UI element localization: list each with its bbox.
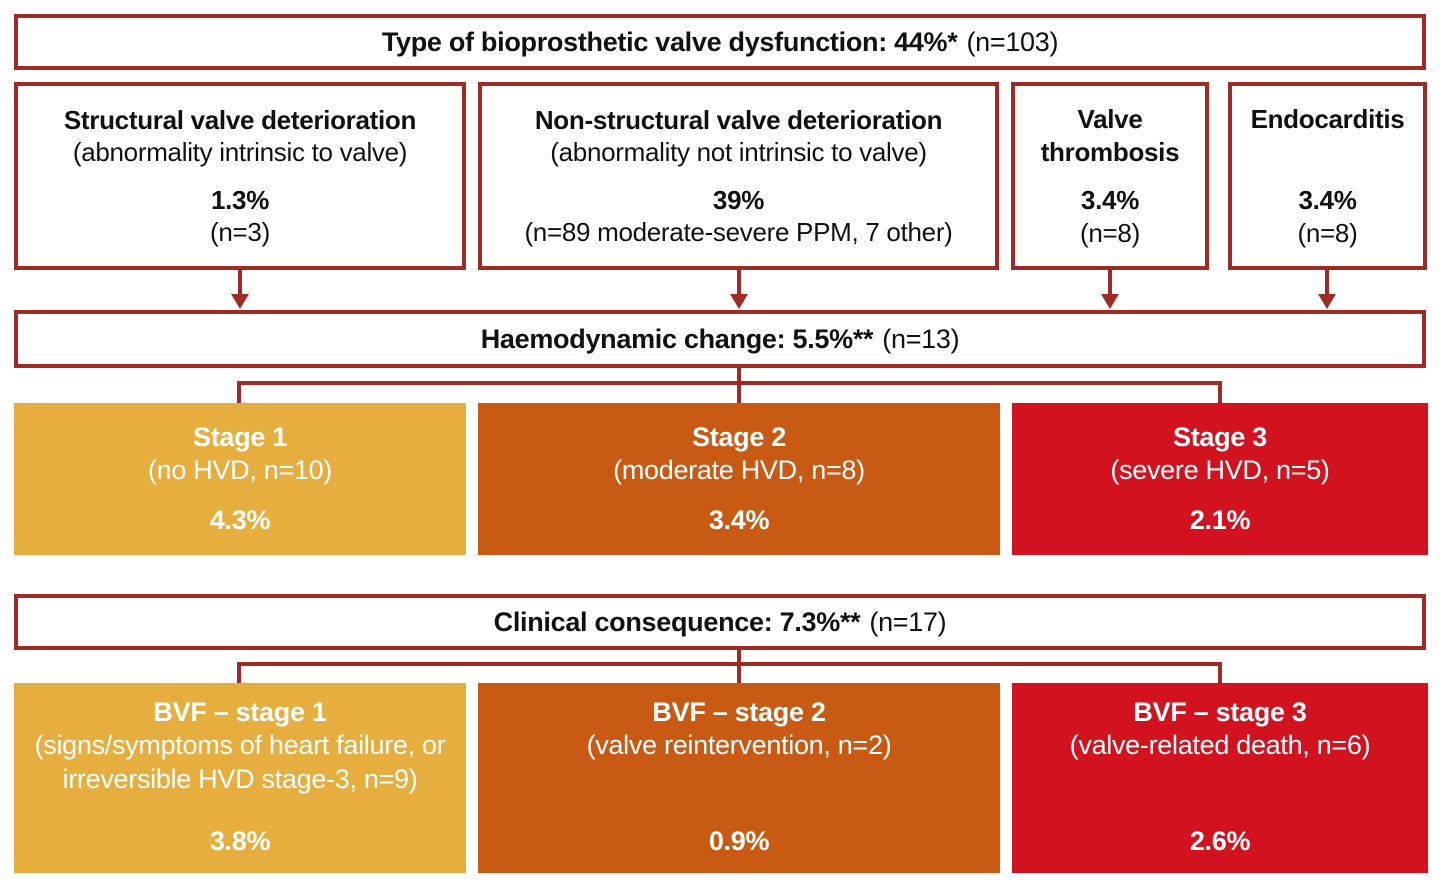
box-subtitle: (abnormality not intrinsic to valve) xyxy=(550,137,927,168)
stage-1-box: Stage 1 (no HVD, n=10) 4.3% xyxy=(14,403,466,555)
stage-title: Stage 1 xyxy=(193,421,287,452)
box-title: Non-structural valve deterioration xyxy=(534,105,943,136)
arrow-stem xyxy=(1325,270,1329,295)
box-count: (n=8) xyxy=(1297,217,1358,248)
connector-rail xyxy=(237,381,1222,385)
stage-percentage: 2.1% xyxy=(1189,504,1251,535)
connector-drop-right xyxy=(1218,381,1222,403)
bvf-percentage: 2.6% xyxy=(1189,825,1251,856)
dysfunction-box-structural: Structural valve deterioration (abnormal… xyxy=(14,82,466,270)
stage-subtitle: (severe HVD, n=5) xyxy=(1110,455,1330,486)
box-head: Non-structural valve deterioration (abno… xyxy=(534,104,943,168)
bvf-percentage: 0.9% xyxy=(708,825,770,856)
box-stats: 3.4% (n=8) xyxy=(1298,184,1358,248)
box-stats: 3.4% (n=8) xyxy=(1080,184,1140,248)
arrow-head xyxy=(1318,294,1336,309)
arrow-head xyxy=(1101,294,1119,309)
arrow-stem xyxy=(737,270,741,295)
arrow-stem xyxy=(1108,270,1112,295)
connector-drop-middle xyxy=(737,381,741,403)
box-head: Valve thrombosis xyxy=(1019,103,1201,169)
band-text-normal: (n=13) xyxy=(882,323,960,354)
box-title: Structural valve deterioration xyxy=(63,105,417,136)
dysfunction-box-thrombosis: Valve thrombosis 3.4% (n=8) xyxy=(1011,82,1209,270)
connector-rail xyxy=(237,662,1222,666)
stage-subtitle: (moderate HVD, n=8) xyxy=(613,455,865,486)
box-subtitle: (abnormality intrinsic to valve) xyxy=(72,137,408,168)
bvf-subtitle: (valve reintervention, n=2) xyxy=(586,730,892,761)
dysfunction-box-endocarditis: Endocarditis 3.4% (n=8) xyxy=(1228,82,1427,270)
stage-percentage: 4.3% xyxy=(209,504,271,535)
bvf-stage-2-box: BVF – stage 2 (valve reintervention, n=2… xyxy=(478,683,1000,873)
box-title: Endocarditis xyxy=(1250,104,1405,135)
band-text-normal: (n=103) xyxy=(966,26,1059,57)
box-count: (n=8) xyxy=(1080,217,1140,248)
bvf-percentage: 3.8% xyxy=(209,825,271,856)
stage-subtitle: (no HVD, n=10) xyxy=(147,455,333,486)
stage-2-box: Stage 2 (moderate HVD, n=8) 3.4% xyxy=(478,403,1000,555)
stage-3-box: Stage 3 (severe HVD, n=5) 2.1% xyxy=(1012,403,1428,555)
connector-drop-middle xyxy=(737,662,741,683)
band-text-bold: Haemodynamic change: 5.5%** xyxy=(480,323,874,354)
band-text-bold: Type of bioprosthetic valve dysfunction:… xyxy=(381,26,958,57)
bvf-subtitle: (valve-related death, n=6) xyxy=(1069,730,1371,761)
connector-stem xyxy=(737,364,741,383)
box-title: Valve thrombosis xyxy=(1040,104,1180,167)
stage-title: Stage 2 xyxy=(692,421,786,452)
clinical-consequence-band: Clinical consequence: 7.3%** (n=17) xyxy=(14,594,1426,650)
connector-stem xyxy=(737,648,741,666)
down-arrow-icon xyxy=(231,270,249,309)
haemodynamic-change-band: Haemodynamic change: 5.5%** (n=13) xyxy=(14,310,1426,368)
box-count: (n=89 moderate-severe PPM, 7 other) xyxy=(524,216,953,247)
box-percentage: 1.3% xyxy=(210,184,270,215)
arrow-head xyxy=(231,294,249,309)
stage-title: Stage 3 xyxy=(1173,421,1267,452)
connector-drop-left xyxy=(237,662,241,683)
box-count: (n=3) xyxy=(210,216,270,247)
down-arrow-icon xyxy=(1101,270,1119,309)
bvf-stage-3-box: BVF – stage 3 (valve-related death, n=6)… xyxy=(1012,683,1428,873)
box-percentage: 3.4% xyxy=(1298,185,1357,216)
box-stats: 1.3% (n=3) xyxy=(210,184,270,248)
bvf-subtitle: (signs/symptoms of heart failure, or irr… xyxy=(34,730,446,794)
down-arrow-icon xyxy=(1318,270,1336,309)
connector-drop-right xyxy=(1218,662,1222,683)
bvf-title: BVF – stage 2 xyxy=(652,697,826,727)
dysfunction-box-non-structural: Non-structural valve deterioration (abno… xyxy=(478,82,999,270)
bvf-stage-1-box: BVF – stage 1 (signs/symptoms of heart f… xyxy=(14,683,466,873)
down-arrow-icon xyxy=(730,270,748,309)
stage-percentage: 3.4% xyxy=(708,504,770,535)
box-percentage: 39% xyxy=(712,184,765,215)
connector-drop-left xyxy=(237,381,241,403)
band-text-normal: (n=17) xyxy=(869,606,947,637)
arrow-stem xyxy=(238,270,242,295)
box-stats: 39% (n=89 moderate-severe PPM, 7 other) xyxy=(524,184,952,248)
box-head: Endocarditis xyxy=(1251,103,1405,169)
arrow-head xyxy=(730,294,748,309)
box-head: Structural valve deterioration (abnormal… xyxy=(63,104,417,168)
box-percentage: 3.4% xyxy=(1080,185,1140,216)
band-text-bold: Clinical consequence: 7.3%** xyxy=(493,606,861,637)
bvf-title: BVF – stage 3 xyxy=(1133,697,1307,727)
bvf-title: BVF – stage 1 xyxy=(153,697,327,727)
type-of-dysfunction-band: Type of bioprosthetic valve dysfunction:… xyxy=(14,14,1426,70)
